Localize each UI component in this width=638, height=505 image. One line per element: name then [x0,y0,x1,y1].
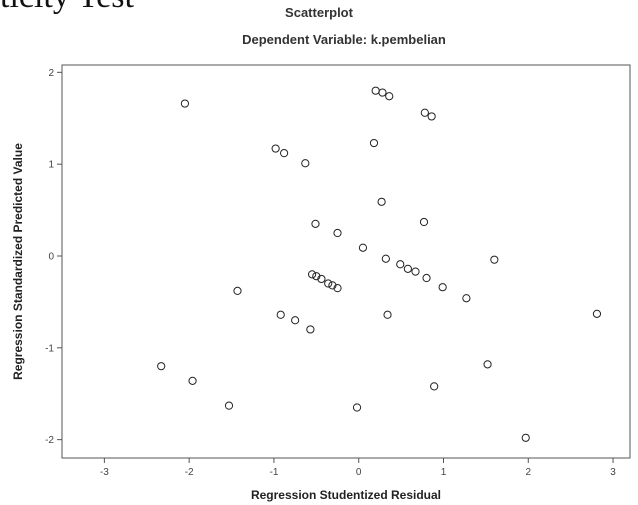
top-text-fragment: ticity Test [0,0,134,16]
y-tick-label: 2 [48,68,54,79]
y-tick-label: 1 [48,160,54,171]
scatter-point [233,286,242,295]
scatter-point [276,310,285,319]
scatter-point [369,138,379,148]
scatter-point [280,149,289,158]
scatter-point [180,99,190,108]
scatter-point [311,219,320,228]
scatter-point [188,376,197,385]
scatter-point [324,279,333,288]
x-axis: -3 -2 -1 0 1 2 3 [100,458,616,478]
scatter-point [333,284,342,293]
y-axis-label: Regression Standardized Predicted Value [11,143,25,380]
scatter-point [427,112,436,121]
scatter-point [422,273,431,283]
scatter-point [419,217,429,227]
scatter-point [317,274,326,284]
scatter-point [333,228,342,238]
x-tick-label: -2 [185,467,194,478]
plot-area-frame [61,64,631,459]
x-tick-label: 1 [441,467,447,478]
scatter-point [438,283,447,292]
x-tick-label: -3 [100,467,109,478]
x-tick-label: 2 [525,467,531,478]
scatter-point [483,360,492,369]
scatter-point [306,325,315,334]
scatter-point [396,260,405,269]
scatter-point [462,294,471,303]
scatter-point [411,267,420,276]
scatter-point [328,281,337,290]
data-points [157,86,602,442]
x-tick-label: 3 [610,467,616,478]
y-tick-label: -1 [45,343,54,354]
scatter-point [352,403,362,412]
scatter-point [377,197,386,206]
scatter-point [291,316,300,325]
chart-title: Scatterplot [285,5,353,20]
y-axis: 2 1 0 -1 -2 [45,68,62,446]
y-tick-label: -2 [45,435,54,446]
scatter-point [490,255,499,264]
scatter-point [403,264,412,273]
scatter-point [378,88,387,97]
scatter-point [307,270,317,279]
scatter-point [301,159,310,168]
scatter-point [381,254,390,263]
y-tick-label: 0 [48,251,54,262]
scatter-point [157,362,166,371]
scatter-point [371,86,380,95]
scatter-point [430,382,439,391]
x-axis-label: Regression Studentized Residual [251,488,441,502]
scatter-point [592,309,602,318]
scatter-point [224,401,234,410]
x-tick-label: -1 [269,467,278,478]
scatter-point [420,108,429,117]
scatter-point [358,243,368,252]
scatter-point [312,272,321,281]
chart-subtitle: Dependent Variable: k.pembelian [242,32,446,47]
x-tick-label: 0 [356,467,362,478]
scatter-point [521,433,530,442]
scatter-point [271,144,280,153]
scatter-point [385,92,394,101]
scatter-point [383,310,392,319]
